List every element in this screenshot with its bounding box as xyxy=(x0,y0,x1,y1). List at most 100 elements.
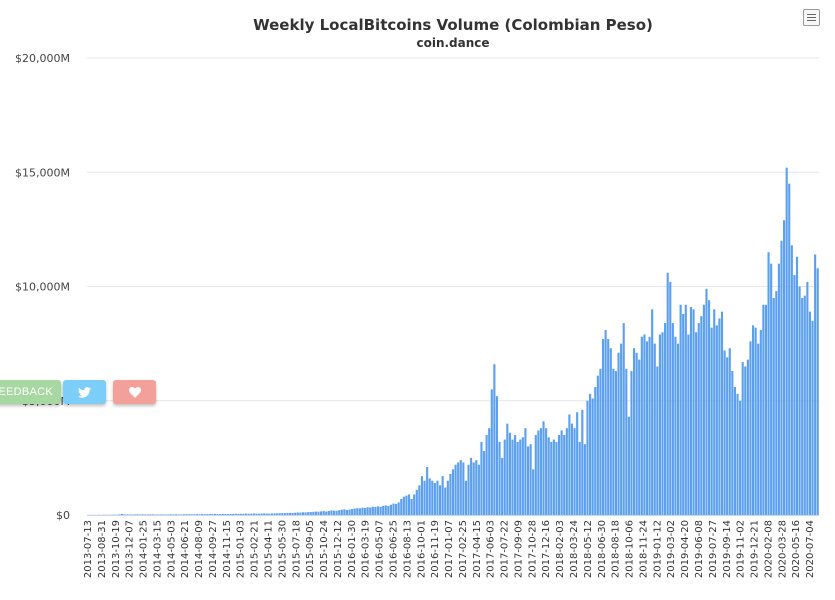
bar xyxy=(708,300,711,515)
bar xyxy=(426,467,429,515)
bar xyxy=(278,513,281,515)
bar xyxy=(288,512,292,515)
bar xyxy=(669,281,672,515)
x-tick-label: 2016-05-07 xyxy=(375,520,386,578)
bar xyxy=(480,441,483,515)
bar xyxy=(358,508,361,515)
bar xyxy=(576,412,579,515)
bar xyxy=(697,323,700,515)
bar xyxy=(286,512,289,515)
bar xyxy=(470,457,473,516)
bar xyxy=(198,514,201,515)
bar xyxy=(591,398,594,515)
bar xyxy=(617,352,620,515)
bar xyxy=(795,256,799,515)
bar xyxy=(353,508,356,515)
heart-button[interactable] xyxy=(113,380,156,404)
x-tick-label: 2017-09-09 xyxy=(514,520,525,578)
bar xyxy=(653,343,656,516)
bar xyxy=(454,464,457,515)
bar xyxy=(382,505,385,515)
bar xyxy=(583,444,586,515)
bar xyxy=(128,514,131,515)
bar xyxy=(526,446,530,515)
bar xyxy=(224,513,227,515)
bar xyxy=(118,514,121,515)
x-tick-label: 2014-06-21 xyxy=(180,520,191,578)
bar xyxy=(746,359,749,515)
bar xyxy=(133,514,136,515)
hamburger-icon xyxy=(807,14,816,15)
bar xyxy=(389,504,392,515)
bar xyxy=(514,435,517,515)
x-tick-label: 2018-02-03 xyxy=(555,520,566,578)
bar xyxy=(521,437,524,515)
bar xyxy=(720,311,724,515)
bar xyxy=(410,499,413,515)
bar xyxy=(418,485,421,515)
x-tick-label: 2018-08-18 xyxy=(611,520,622,578)
x-tick-label: 2017-04-15 xyxy=(472,520,483,578)
bar xyxy=(439,485,442,515)
bar xyxy=(229,513,232,515)
bar xyxy=(283,513,286,515)
x-tick-label: 2016-01-30 xyxy=(347,520,358,578)
bar xyxy=(188,514,191,515)
bar xyxy=(428,478,431,515)
bar xyxy=(384,505,387,515)
x-tick-label: 2016-03-19 xyxy=(361,520,372,578)
bar xyxy=(713,309,716,515)
twitter-button[interactable] xyxy=(63,380,106,404)
bar xyxy=(170,514,173,515)
context-menu-button[interactable] xyxy=(803,9,820,26)
x-tick-label: 2019-09-14 xyxy=(722,520,733,578)
x-tick-label: 2017-12-16 xyxy=(541,520,552,578)
bar xyxy=(257,513,261,515)
x-tick-label: 2020-03-28 xyxy=(777,520,788,578)
bar xyxy=(265,513,268,515)
bar xyxy=(268,513,271,515)
bar xyxy=(175,514,178,515)
bar xyxy=(369,507,372,515)
bar xyxy=(180,514,183,515)
bar xyxy=(144,514,147,515)
bar xyxy=(684,304,687,515)
bar-series xyxy=(87,167,819,516)
bar xyxy=(472,462,475,515)
twitter-bird-icon xyxy=(78,386,91,398)
bar xyxy=(335,510,338,515)
bar xyxy=(167,514,170,515)
bar xyxy=(136,514,139,515)
bar xyxy=(511,439,514,515)
bar xyxy=(190,514,193,515)
y-tick-label: $10,000M xyxy=(15,281,70,294)
bar xyxy=(146,514,149,515)
bar xyxy=(459,460,462,515)
bar xyxy=(307,512,310,515)
bar xyxy=(291,512,294,515)
bar xyxy=(625,368,628,515)
bar xyxy=(676,343,680,516)
bar xyxy=(772,297,775,515)
x-tick-label: 2019-04-20 xyxy=(680,520,691,578)
bar xyxy=(589,393,592,515)
x-tick-label: 2015-07-18 xyxy=(291,520,302,578)
x-tick-label: 2013-07-13 xyxy=(83,520,94,578)
bar xyxy=(777,263,780,515)
bar xyxy=(467,464,470,515)
bar xyxy=(630,371,633,515)
bar xyxy=(211,514,214,515)
bar xyxy=(371,506,374,515)
x-tick-label: 2014-01-25 xyxy=(139,520,150,578)
bar xyxy=(557,435,561,515)
bar xyxy=(376,506,380,515)
x-tick-label: 2017-07-22 xyxy=(500,520,511,578)
x-tick-label: 2015-12-12 xyxy=(333,520,344,578)
bar xyxy=(741,361,744,515)
x-tick-label: 2014-05-03 xyxy=(166,520,177,578)
bar xyxy=(273,513,276,515)
bar xyxy=(565,428,568,515)
bar xyxy=(221,513,224,515)
feedback-button[interactable]: FEEDBACK xyxy=(0,380,61,404)
x-tick-label: 2017-02-25 xyxy=(458,520,469,578)
